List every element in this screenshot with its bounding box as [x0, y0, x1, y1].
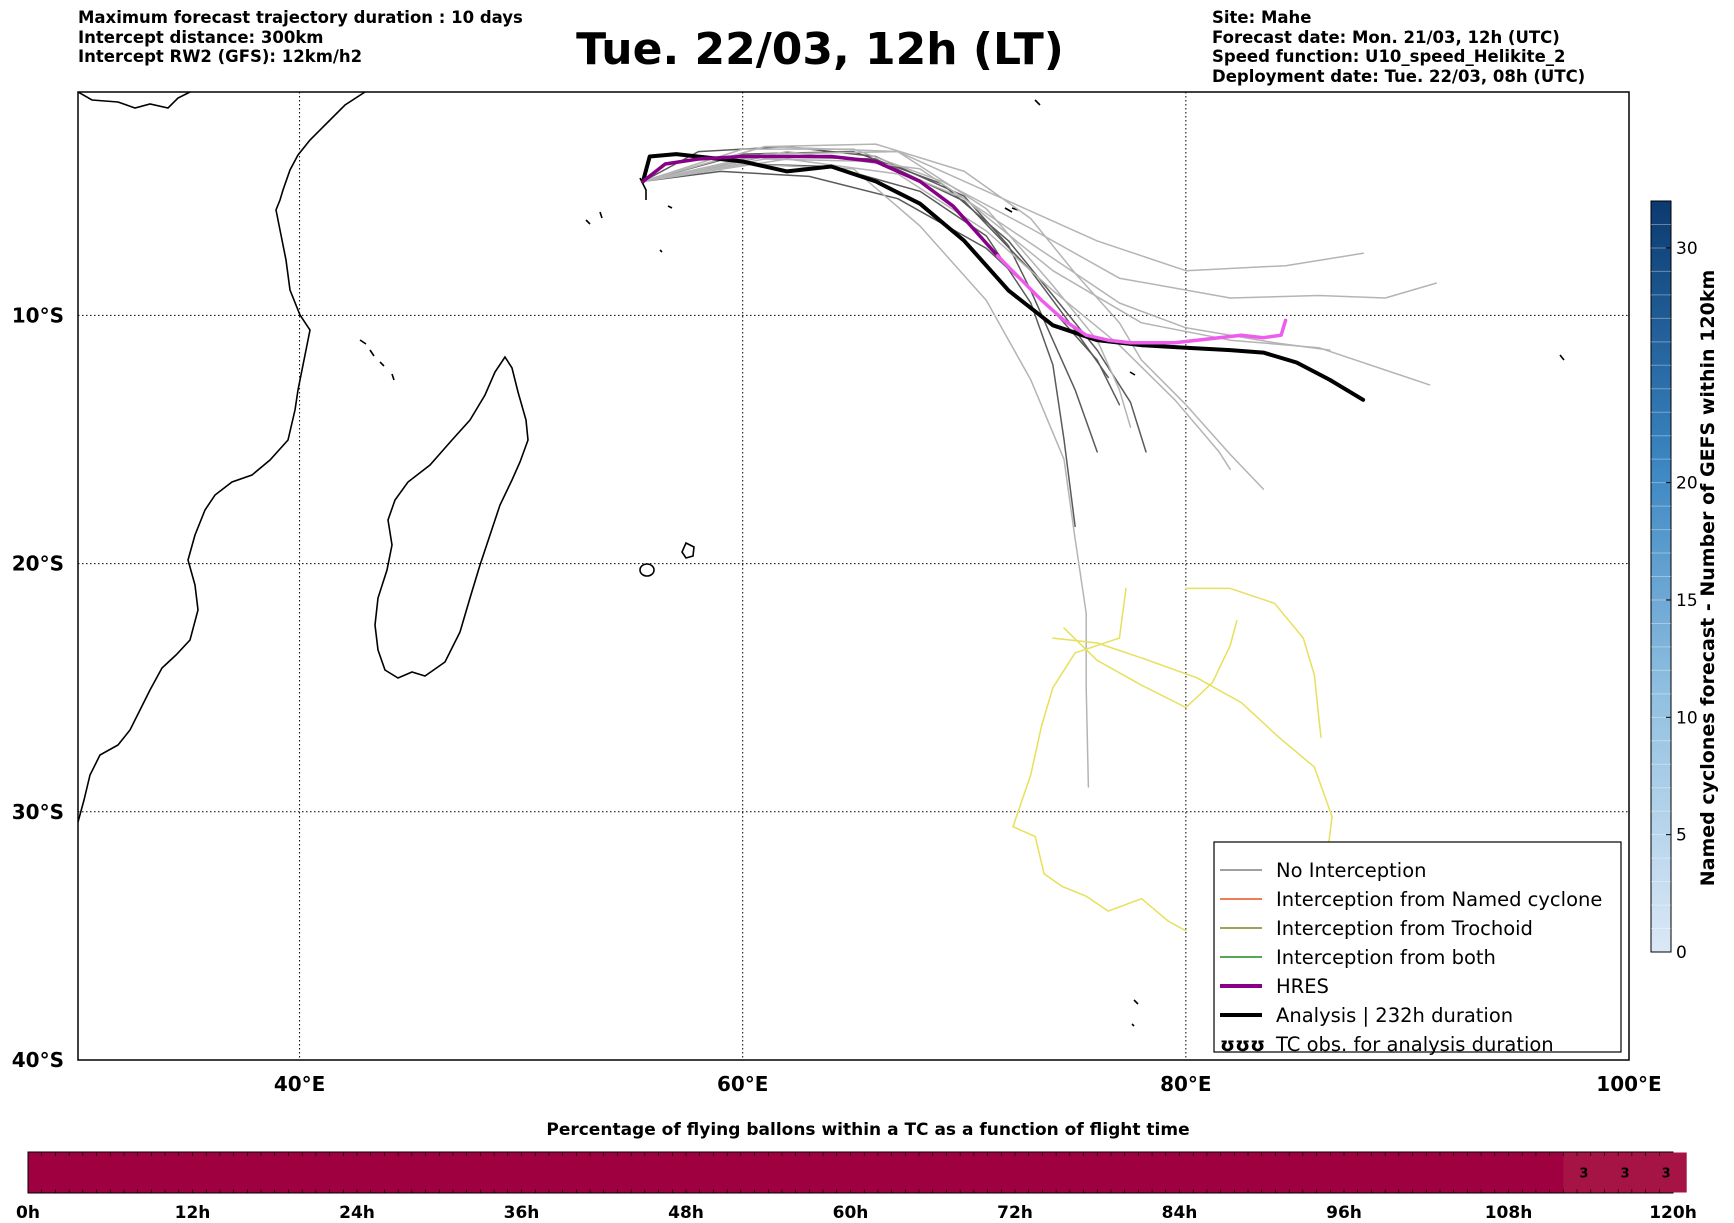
chagos-islands: [1011, 207, 1565, 1027]
flight-time-tick-label: 36h: [504, 1203, 540, 1223]
seychelles-islands: [585, 99, 1041, 253]
track-ensemble-member: [1185, 587, 1322, 739]
lon-label: 40°E: [274, 1072, 326, 1096]
flight-time-tick-label: 120h: [1649, 1203, 1697, 1223]
track-ensemble-member: [642, 145, 1364, 272]
header-info-right: Site: Mahe Forecast date: Mon. 21/03, 12…: [1212, 8, 1585, 86]
colorbar-label: Named cyclones forecast - Number of GEFS…: [1697, 270, 1719, 887]
flight-time-bar: Percentage of flying ballons within a TC…: [16, 1120, 1697, 1223]
header-info-line: Intercept distance: 300km: [78, 27, 324, 47]
legend-box: [1213, 841, 1622, 1053]
lat-label: 40°S: [12, 1048, 64, 1072]
colorbar-ticks: 0 5 10 15 20 30: [1666, 239, 1698, 963]
cyclone-colorbar: 0 5 10 15 20 30 Named cyclones forecast - Num…: [1650, 200, 1719, 963]
legend-label: No Interception: [1276, 859, 1427, 882]
flight-time-tick-label: 96h: [1326, 1203, 1362, 1223]
header-info-line: Deployment date: Tue. 22/03, 08h (UTC): [1212, 66, 1586, 86]
flight-time-tick-label: 60h: [833, 1203, 869, 1223]
flight-time-bar-title: Percentage of flying ballons within a TC…: [546, 1120, 1189, 1140]
legend-label: TC obs. for analysis duration: [1275, 1033, 1554, 1056]
africa-coastline: [78, 92, 366, 823]
flight-time-bar-active: 3 3 3: [1563, 1152, 1687, 1193]
flight-time-bar-value: 3: [1620, 1167, 1629, 1182]
legend-label: Interception from Named cyclone: [1276, 888, 1602, 911]
mauritius-island: [681, 541, 695, 559]
lon-label: 60°E: [717, 1072, 769, 1096]
comoros-islands: [359, 339, 395, 381]
lat-label: 20°S: [12, 552, 64, 576]
flight-time-tick-label: 48h: [668, 1203, 704, 1223]
header-info-line: Speed function: U10_speed_Helikite_2: [1212, 47, 1566, 66]
track-ensemble-member: [642, 150, 1132, 428]
lat-label: 30°S: [12, 800, 64, 824]
flight-time-tick-label: 0h: [16, 1203, 40, 1223]
flight-time-bar-cell: [1563, 1152, 1605, 1193]
track-ensemble-member: [642, 158, 1231, 471]
track-ensemble-member: [642, 150, 1331, 351]
flight-time-tick-label: 12h: [175, 1203, 211, 1223]
header-info-line: Forecast date: Mon. 21/03, 12h (UTC): [1212, 27, 1560, 47]
header-info-left: Maximum forecast trajectory duration : 1…: [78, 8, 523, 67]
flight-time-bar-fill: [27, 1151, 1674, 1194]
flight-time-tick-label: 24h: [339, 1203, 375, 1223]
track-analysis-232h-duration: [641, 152, 1366, 402]
track-ensemble-member: [1063, 619, 1238, 709]
colorbar-tick-label: 20: [1676, 474, 1698, 494]
coastlines: [78, 92, 1565, 1027]
flight-time-tick-label: 84h: [1162, 1203, 1198, 1223]
colorbar-tick-label: 0: [1676, 943, 1687, 963]
track-hres: [641, 154, 1000, 258]
flight-time-bar-value: 3: [1579, 1167, 1588, 1182]
flight-time-tick-label: 108h: [1485, 1203, 1533, 1223]
legend-tc-obs-icon: ʊʊʊ: [1220, 1033, 1265, 1056]
flight-time-bar-cell: [1645, 1152, 1687, 1193]
track-interception-from-trochoid-yellow-tracks: [1012, 587, 1127, 828]
track-ensemble-member: [1012, 825, 1187, 932]
lon-label: 80°E: [1160, 1072, 1212, 1096]
track-ensemble-member: [642, 148, 1437, 299]
lat-label: 10°S: [12, 303, 64, 327]
map-gridlines: [78, 92, 1629, 1060]
legend-label: Interception from Trochoid: [1276, 917, 1533, 940]
legend-label: Interception from both: [1276, 946, 1496, 969]
colorbar-tick-label: 15: [1676, 591, 1698, 611]
legend-label: Analysis | 232h duration: [1276, 1004, 1513, 1027]
map-axis-labels: 10°S 20°S 30°S 40°S 40°E 60°E 80°E 100°E: [12, 303, 1662, 1096]
header-info-line: Maximum forecast trajectory duration : 1…: [78, 8, 523, 27]
madagascar-coastline: [374, 355, 529, 679]
map-legend: No Interception Interception from Named c…: [1213, 841, 1622, 1056]
page-title: Tue. 22/03, 12h (LT): [576, 24, 1064, 75]
header-info-line: Site: Mahe: [1212, 8, 1312, 27]
flight-time-bar-minor-ticks: [41, 1152, 1660, 1193]
legend-label: HRES: [1276, 975, 1329, 998]
flight-time-bar-value: 3: [1662, 1167, 1671, 1182]
colorbar-gradient: [1650, 200, 1672, 953]
reunion-island: [639, 563, 655, 577]
lon-label: 100°E: [1596, 1072, 1661, 1096]
flight-time-bar-cell: [1604, 1152, 1646, 1193]
arabia-coastline: [78, 92, 191, 109]
header-info-line: Intercept RW2 (GFS): 12km/h2: [78, 47, 363, 66]
flight-time-tick-label: 72h: [997, 1203, 1033, 1223]
flight-time-bar-ticks: 0h 12h 24h 36h 48h 60h 72h 84h 96h 108h 120h: [16, 1203, 1697, 1223]
colorbar-tick-label: 10: [1676, 708, 1698, 728]
colorbar-tick-label: 5: [1676, 826, 1687, 846]
track-ensemble-member: [995, 254, 1288, 345]
map-frame: [77, 91, 1630, 1061]
colorbar-tick-label: 30: [1676, 239, 1698, 259]
